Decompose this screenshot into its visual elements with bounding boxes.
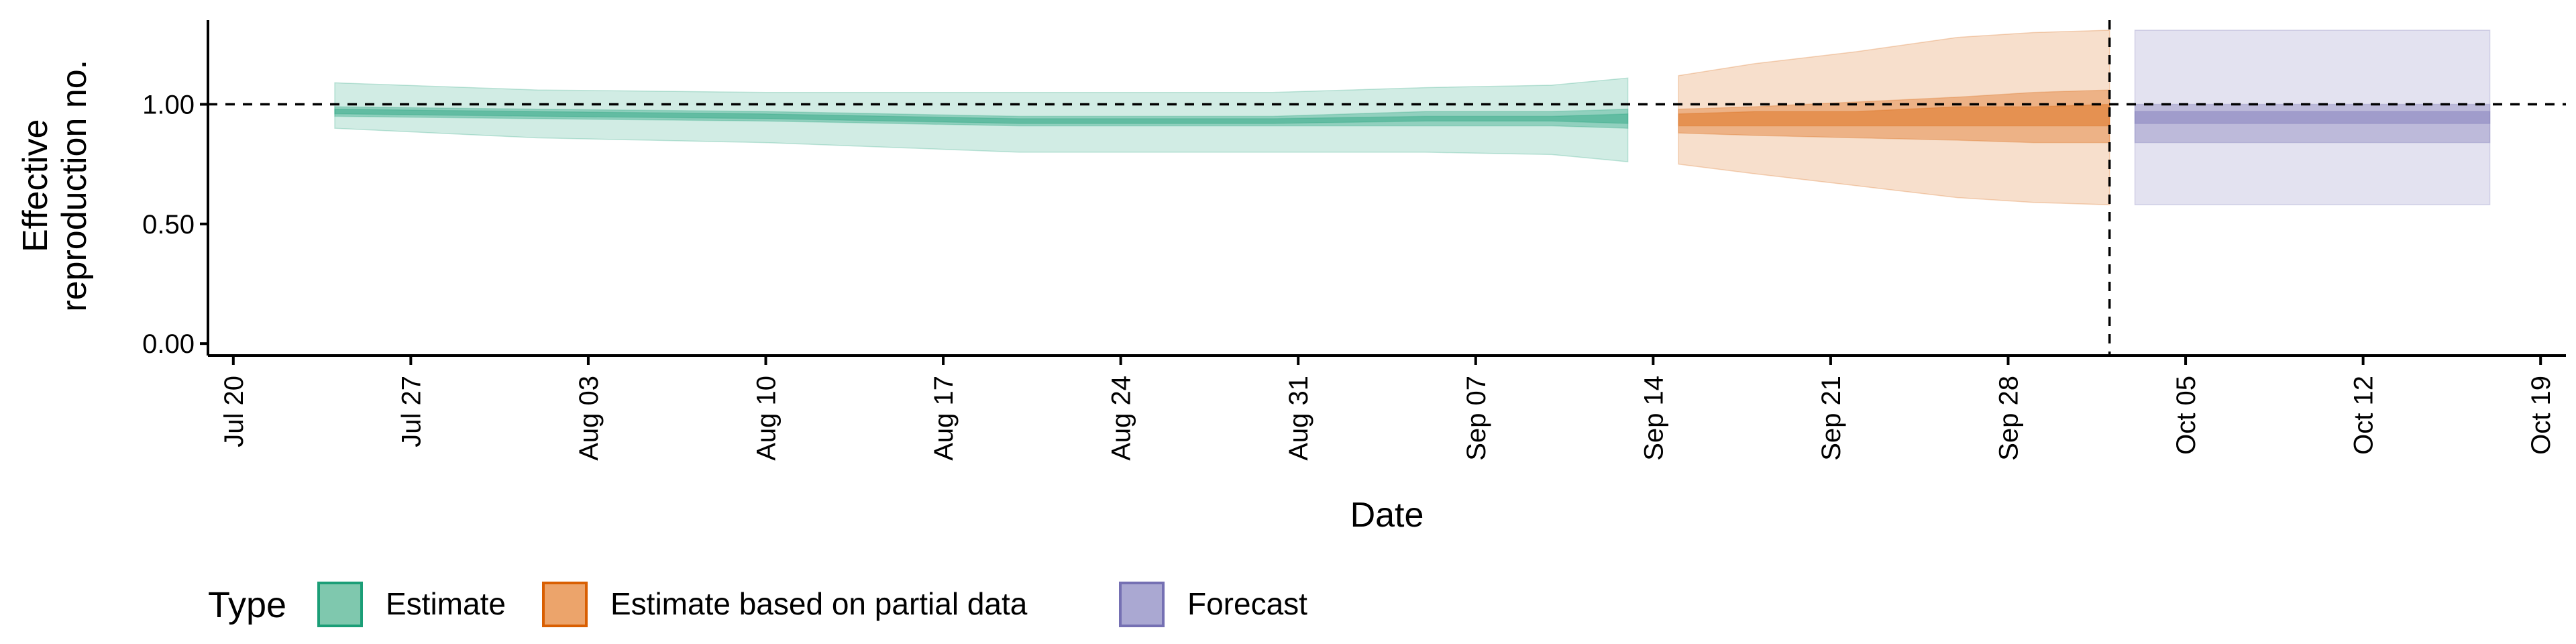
x-tick-label: Aug 24 <box>1107 376 1136 461</box>
x-tick-label: Jul 20 <box>219 376 249 447</box>
y-tick-label: 0.00 <box>142 329 195 359</box>
legend-swatch-estimate <box>317 582 363 627</box>
legend: Type Estimate Estimate based on partial d… <box>208 582 1307 627</box>
x-tick-label: Sep 28 <box>1994 376 2023 461</box>
x-tick-label: Oct 05 <box>2171 376 2201 455</box>
forecast-band-90 <box>2134 30 2491 206</box>
estimate-band-90 <box>334 77 1629 162</box>
x-tick-label: Aug 17 <box>929 376 959 461</box>
x-axis-ticks: Jul 20 Jul 27 Aug 03 Aug 10 Aug 17 Aug 24 Aug … <box>219 356 2556 461</box>
y-axis-ticks: 0.00 0.50 1.00 <box>142 91 208 359</box>
legend-label-forecast: Forecast <box>1187 586 1307 621</box>
x-tick-label: Aug 10 <box>752 376 782 461</box>
forecast-band-20 <box>2134 111 2491 124</box>
x-tick-label: Jul 27 <box>396 376 426 447</box>
x-axis-title: Date <box>1350 496 1424 535</box>
y-axis-title-line-2: reproduction no. <box>55 60 94 312</box>
legend-label-estimate: Estimate <box>386 586 506 621</box>
x-tick-label: Oct 12 <box>2349 376 2379 455</box>
x-tick-label: Aug 03 <box>574 376 604 461</box>
axes <box>207 20 2566 357</box>
reference-lines <box>208 20 2566 356</box>
estimate-band-20 <box>334 108 1629 124</box>
x-tick-label: Sep 14 <box>1639 376 1668 461</box>
x-tick-label: Aug 31 <box>1284 376 1313 461</box>
legend-swatch-estimate-based-on-partial-data <box>542 582 588 627</box>
y-tick-label: 1.00 <box>142 91 195 120</box>
y-axis-title-line-1: Effective <box>16 119 55 252</box>
y-tick-label: 0.50 <box>142 210 195 239</box>
estimate-band-50 <box>334 106 1629 129</box>
legend-swatch-forecast <box>1119 582 1165 627</box>
x-tick-label: Sep 21 <box>1817 376 1846 461</box>
x-tick-label: Oct 19 <box>2526 376 2556 455</box>
x-tick-label: Sep 07 <box>1462 376 1491 461</box>
uncertainty-bands <box>334 30 2491 206</box>
legend-title: Type <box>208 585 286 625</box>
legend-label-estimate-based-on-partial-data: Estimate based on partial data <box>610 586 1028 621</box>
estimate-based-on-partial-data-band-90 <box>1678 30 2110 206</box>
